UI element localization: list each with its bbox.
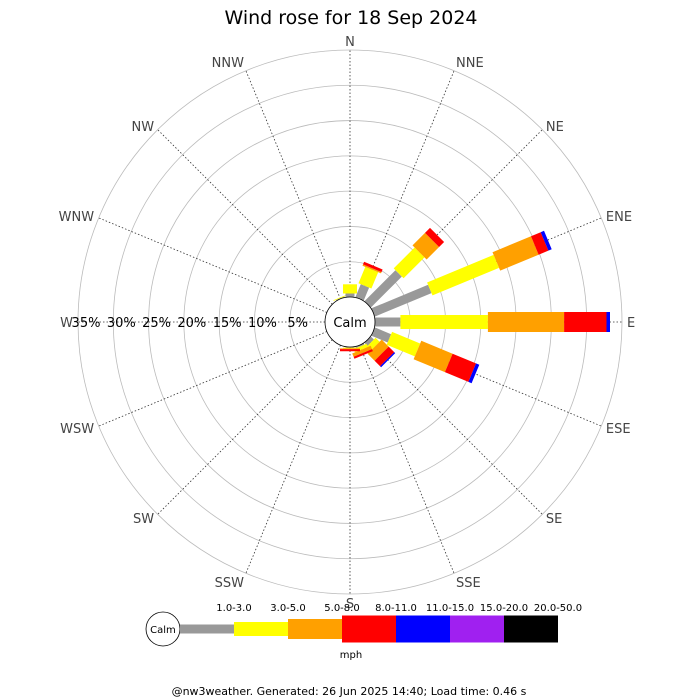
bar-se-8-0-11-0 (374, 346, 395, 367)
bar-n-3-0-5-0 (343, 284, 357, 294)
wind-bars (333, 227, 610, 384)
ring-label-7: 35% (72, 316, 101, 331)
legend-swatch-5-0-8-0 (288, 619, 342, 639)
bar-sse-1-0-3-0 (355, 343, 365, 349)
direction-label-nne: NNE (456, 56, 484, 71)
legend-unit: mph (340, 650, 362, 661)
bar-ne-3-0-5-0 (393, 247, 425, 279)
legend-label-20-0-50-0: 20.0-50.0 (534, 603, 582, 614)
bar-se-1-0-3-0 (364, 336, 374, 346)
bar-e-3-0-5-0 (400, 315, 488, 329)
direction-label-e: E (627, 316, 635, 331)
bar-ene-3-0-5-0 (427, 254, 499, 296)
legend-swatch-1-0-3-0 (180, 624, 234, 634)
direction-label-ssw: SSW (215, 576, 245, 591)
spoke-ese (372, 331, 602, 427)
calm-label: Calm (333, 316, 366, 331)
direction-label-ese: ESE (606, 422, 631, 437)
legend-swatch-15-0-20-0 (450, 615, 504, 643)
bar-nnw-3-0-5-0 (333, 294, 347, 301)
calm-circle-shape (324, 296, 376, 348)
bar-s-3-0-5-0 (343, 347, 357, 349)
bar-e-5-0-8-0 (487, 312, 565, 332)
legend-label-11-0-15-0: 11.0-15.0 (426, 603, 474, 614)
spoke-nw (157, 129, 333, 305)
legend-label-8-0-11-0: 8.0-11.0 (375, 603, 417, 614)
bar-s-8-0-11-0 (340, 349, 360, 352)
bar-ne-5-0-8-0 (412, 232, 440, 260)
bar-ese-8-0-11-0 (444, 353, 476, 382)
bar-ese-3-0-5-0 (386, 331, 421, 357)
bar-nne-5-0-8-0 (362, 264, 382, 274)
bar-e-1-0-3-0 (375, 317, 401, 327)
direction-label-nw: NW (132, 120, 155, 135)
spoke-sse (359, 344, 455, 574)
bar-nne-1-0-3-0 (355, 284, 370, 301)
direction-label-sw: SW (133, 512, 154, 527)
chart-title: Wind rose for 18 Sep 2024 (224, 7, 477, 29)
bar-e-11-0-15-0 (606, 312, 610, 332)
bar-n-1-0-3-0 (345, 293, 355, 297)
direction-label-wnw: WNW (59, 210, 95, 225)
bar-se-11-0-15-0 (380, 352, 396, 368)
spoke-wsw (98, 331, 328, 427)
legend-swatch-3-0-5-0 (234, 622, 288, 636)
footer-text: @nw3weather. Generated: 26 Jun 2025 14:4… (172, 685, 527, 698)
bar-ene-1-0-3-0 (371, 284, 432, 317)
direction-label-sse: SSE (456, 576, 481, 591)
spoke-se (367, 339, 543, 515)
direction-label-w: W (60, 316, 73, 331)
direction-label-s: S (346, 597, 354, 612)
legend-label-5-0-8-0: 5.0-8.0 (324, 603, 359, 614)
ring-label-6: 30% (107, 316, 136, 331)
bar-s-5-0-8-0 (340, 348, 360, 350)
bar-ese-1-0-3-0 (371, 327, 392, 343)
bar-sse-8-0-11-0 (353, 349, 373, 359)
direction-label-ne: NE (546, 120, 564, 135)
spoke-ne (367, 129, 543, 305)
ring-labels: 5% 10% 15% 20% 25% 30% 35% (72, 316, 308, 331)
bar-ese-5-0-8-0 (413, 340, 453, 373)
spoke-ssw (245, 344, 341, 574)
bar-ene-8-0-11-0 (531, 232, 549, 255)
ring-label-3: 15% (213, 316, 242, 331)
direction-label-n: N (345, 35, 355, 50)
spoke-nne (359, 70, 455, 300)
legend-swatch-20-0-50-0 (504, 615, 558, 643)
bar-nne-3-0-5-0 (358, 266, 379, 289)
direction-label-wsw: WSW (60, 422, 94, 437)
bar-sse-5-0-8-0 (352, 345, 372, 357)
ring-7 (77, 49, 623, 595)
legend-label-15-0-20-0: 15.0-20.0 (480, 603, 528, 614)
legend-label-1-0-3-0: 1.0-3.0 (216, 603, 251, 614)
bar-nne-8-0-11-0 (363, 261, 383, 273)
spoke-wnw (98, 217, 328, 313)
ring-label-4: 20% (177, 316, 206, 331)
direction-spokes (78, 50, 622, 594)
bar-ne-8-0-11-0 (425, 227, 445, 247)
direction-labels: N NNE NE ENE E ESE SE SSE S SSW SW WSW W WNW NW NNW (59, 35, 636, 612)
direction-label-nnw: NNW (212, 56, 244, 71)
calm-circle: Calm (324, 296, 376, 348)
bar-ene-11-0-15-0 (540, 230, 552, 251)
bar-ne-1-0-3-0 (364, 270, 402, 308)
ring-label-1: 5% (287, 316, 308, 331)
spoke-sw (157, 339, 333, 515)
direction-label-se: SE (546, 512, 562, 527)
ring-label-2: 10% (248, 316, 277, 331)
bar-e-8-0-11-0 (564, 312, 607, 332)
legend-swatch-11-0-15-0 (396, 615, 450, 643)
legend: Calm 1.0-3.0 3.0-5.0 5.0-8.0 8.0-11.0 11.0-15… (145, 603, 582, 647)
bar-ese-11-0-15-0 (468, 363, 480, 384)
spoke-nnw (245, 70, 341, 300)
ring-label-5: 25% (142, 316, 171, 331)
direction-label-ene: ENE (606, 210, 632, 225)
legend-calm-label: Calm (150, 625, 176, 636)
legend-swatch-8-0-11-0 (342, 615, 396, 643)
bar-ene-5-0-8-0 (492, 236, 539, 271)
bar-se-5-0-8-0 (367, 339, 389, 361)
legend-label-3-0-5-0: 3.0-5.0 (270, 603, 305, 614)
